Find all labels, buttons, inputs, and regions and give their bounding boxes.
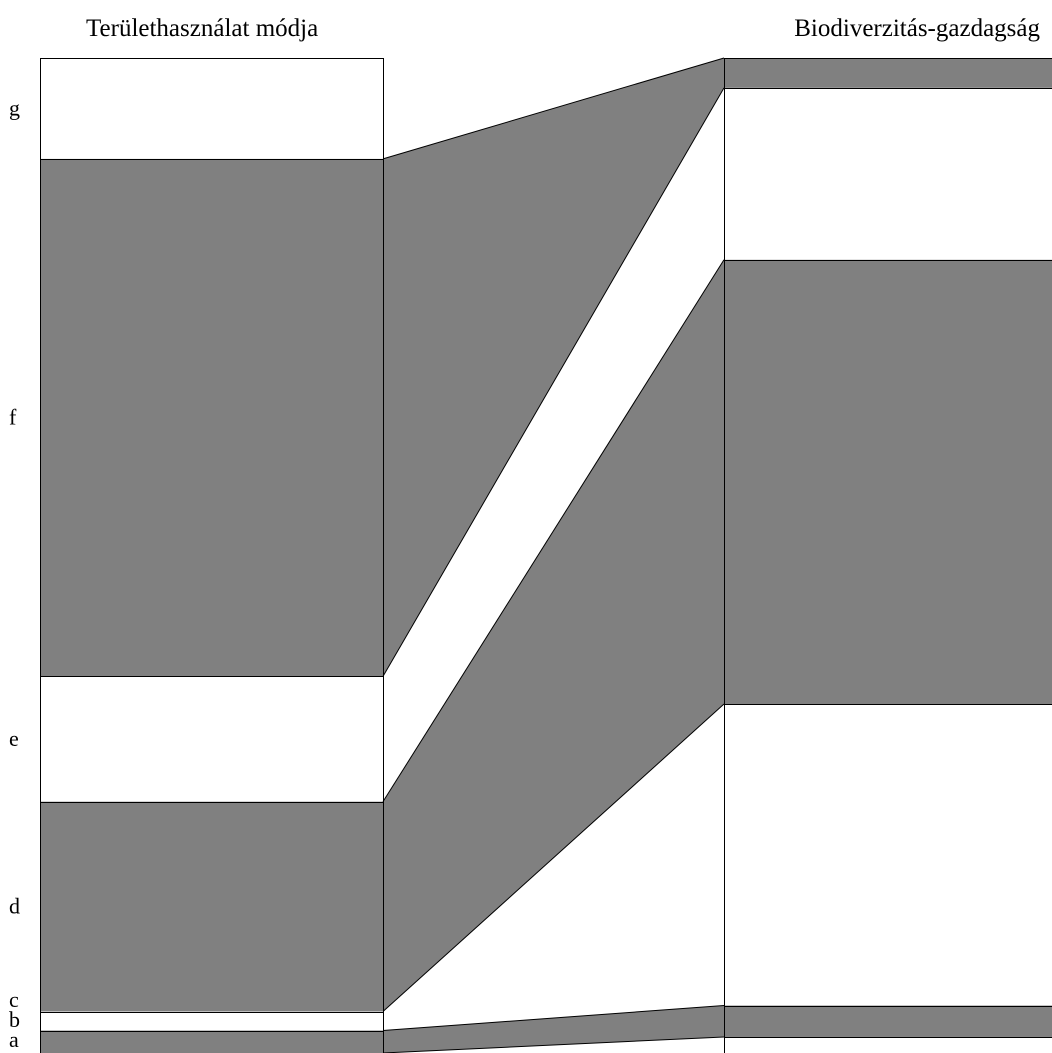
row-label-g: g xyxy=(9,95,20,120)
right-segment-0 xyxy=(724,58,1052,88)
row-label-e: e xyxy=(9,726,19,751)
flow-edge-bottom-1 xyxy=(382,703,725,1012)
labels-layer: Területhasználat módja Biodiverzitás-gaz… xyxy=(9,15,1040,1052)
flow-edge-bottom-0 xyxy=(382,87,725,677)
right-segment-4 xyxy=(724,1005,1052,1037)
bands-layer xyxy=(40,58,1052,1053)
row-label-b: b xyxy=(9,1007,20,1032)
row-label-c: c xyxy=(9,987,19,1012)
row-label-a: a xyxy=(9,1027,19,1052)
flow-band-d xyxy=(383,259,724,1012)
left-column-title: Területhasználat módja xyxy=(86,15,318,42)
left-segment-f xyxy=(40,158,383,677)
row-label-d: d xyxy=(9,894,20,919)
flow-edge-top-2 xyxy=(382,1005,725,1032)
right-segment-2 xyxy=(724,259,1052,705)
flow-band-f xyxy=(383,58,724,677)
flow-edge-top-1 xyxy=(382,259,725,802)
row-label-f: f xyxy=(9,405,17,430)
flow-edge-top-0 xyxy=(382,57,725,160)
left-segment-b xyxy=(40,1030,383,1053)
left-segment-d xyxy=(40,801,383,1012)
axis-lines-layer xyxy=(40,57,1052,1053)
right-column-title: Biodiverzitás-gazdagság xyxy=(794,15,1040,42)
flow-band-b xyxy=(383,1005,724,1053)
flow-edge-bottom-2 xyxy=(382,1036,725,1053)
